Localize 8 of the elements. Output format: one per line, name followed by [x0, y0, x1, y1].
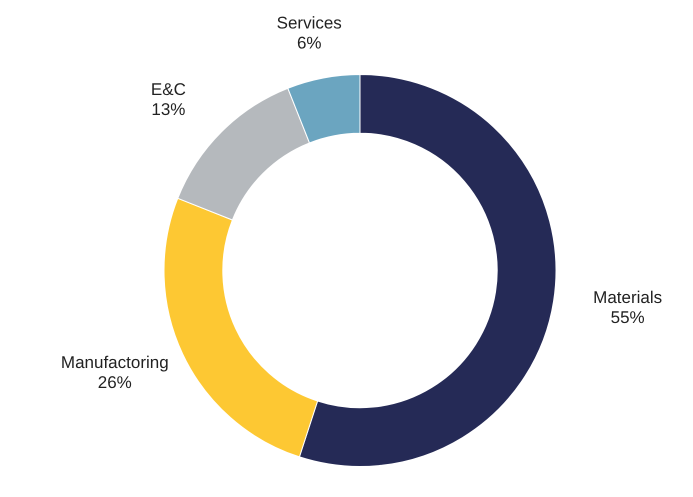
data-label: 6%	[296, 33, 322, 52]
data-label: 26%	[98, 372, 132, 392]
data-label: 55%	[610, 308, 645, 327]
slice-label: E&C	[150, 80, 186, 99]
slice-label: Materials	[593, 288, 662, 307]
data-label: 13%	[151, 100, 186, 119]
slice-label: Manufactoring	[60, 352, 169, 372]
slice-label: Services	[276, 13, 342, 32]
